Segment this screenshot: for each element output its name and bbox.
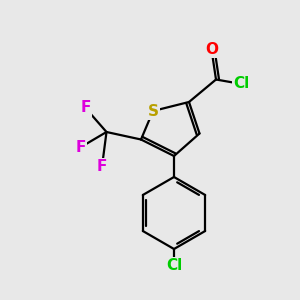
Text: S: S [148, 103, 158, 118]
Text: F: F [80, 100, 91, 116]
Text: Cl: Cl [233, 76, 250, 92]
Text: Cl: Cl [166, 258, 182, 273]
Text: O: O [205, 42, 218, 57]
Text: F: F [97, 159, 107, 174]
Text: F: F [76, 140, 86, 154]
